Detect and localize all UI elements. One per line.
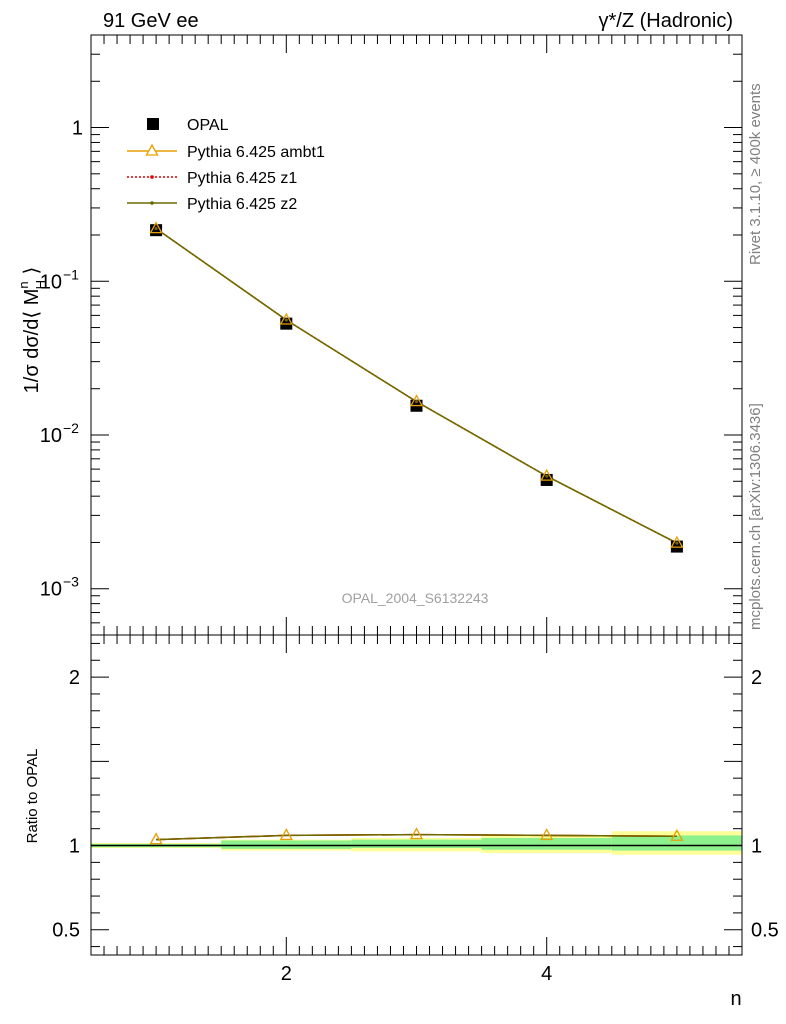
ratio-data-points bbox=[149, 827, 684, 845]
side-label-bottom: mcplots.cern.ch [arXiv:1306.3436] bbox=[747, 403, 764, 630]
ratio-y-tick-label-left: 2 bbox=[69, 667, 80, 689]
main-y-tick-labels: 110−110−210−3 bbox=[40, 118, 83, 601]
main-panel: 110−110−210−3 1/σ dσ/d⟨ Mn H ⟩ bbox=[16, 34, 743, 636]
legend-label: Pythia 6.425 ambt1 bbox=[187, 144, 325, 161]
ambt1-data-point bbox=[670, 535, 684, 548]
ratio-x-tick-label: 4 bbox=[541, 963, 552, 985]
ratio-y-tick-label-right: 0.5 bbox=[751, 920, 779, 942]
ratio-series-lines bbox=[156, 833, 677, 841]
series-line-pythia-6-425-ambt1 bbox=[155, 227, 678, 544]
ambt1-data-point bbox=[540, 468, 554, 481]
legend-marker-dot bbox=[150, 201, 154, 205]
legend-label: Pythia 6.425 z2 bbox=[187, 196, 297, 213]
main-axis-ticks bbox=[91, 34, 743, 636]
ambt1-data-point bbox=[149, 221, 163, 234]
header-left: 91 GeV ee bbox=[103, 10, 199, 32]
legend-label: OPAL bbox=[187, 117, 229, 134]
ratio-frame bbox=[90, 634, 743, 956]
main-y-tick-exponent: −1 bbox=[63, 266, 79, 282]
ratio-ambt1-point bbox=[149, 832, 163, 845]
header-right: γ*/Z (Hadronic) bbox=[599, 10, 733, 32]
main-y-tick-label: 10 bbox=[40, 271, 62, 293]
main-series-lines bbox=[155, 227, 678, 544]
ratio-y-tick-labels: 0.5 0.5 1 1 2 2 bbox=[52, 667, 779, 942]
ratio-ambt1-point bbox=[279, 828, 293, 841]
legend-marker-triangle bbox=[145, 143, 159, 156]
ratio-y-tick-label-left: 0.5 bbox=[52, 920, 80, 942]
legend-marker-dot bbox=[150, 175, 154, 179]
mc-data-point bbox=[284, 318, 288, 322]
ratio-band-green bbox=[221, 840, 352, 849]
ratio-ambt1-point bbox=[409, 827, 424, 840]
ratio-y-tick-label-right: 2 bbox=[751, 667, 762, 689]
ambt1-data-point bbox=[279, 312, 293, 325]
ratio-y-tick-label-left: 1 bbox=[69, 836, 80, 858]
ratio-band-green bbox=[611, 835, 742, 851]
ambt1-data-point bbox=[409, 394, 424, 407]
mc-data-point bbox=[545, 474, 549, 478]
mc-data-point bbox=[415, 400, 418, 404]
main-data-points bbox=[149, 221, 684, 553]
main-y-tick-label: 10 bbox=[40, 425, 62, 447]
ratio-uncertainty-bands bbox=[91, 831, 742, 855]
side-label-top: Rivet 3.1.10, ≥ 400k events bbox=[747, 83, 764, 265]
mc-data-point bbox=[675, 541, 679, 545]
ratio-line-pythia-6-425-z2 bbox=[156, 833, 677, 841]
ratio-band-green bbox=[351, 839, 482, 849]
main-y-tick-label: 10 bbox=[40, 579, 62, 601]
ratio-x-axis-label: n bbox=[730, 988, 741, 1010]
ratio-band-green bbox=[481, 837, 612, 850]
ratio-axis-ticks bbox=[91, 635, 743, 955]
mc-data-point bbox=[154, 227, 158, 231]
ratio-y-axis-label: Ratio to OPAL bbox=[24, 749, 41, 844]
legend: OPAL Pythia 6.425 ambt1 Pythia 6.425 z1 Pyt… bbox=[127, 117, 325, 213]
main-y-tick-label: 1 bbox=[72, 118, 83, 140]
legend-label: Pythia 6.425 z1 bbox=[187, 170, 297, 187]
main-y-axis-label: 1/σ dσ/d⟨ Mn H ⟩ bbox=[16, 267, 48, 394]
ratio-ambt1-point bbox=[670, 828, 684, 841]
legend-marker-opal bbox=[147, 118, 159, 130]
series-line-pythia-6-425-z2 bbox=[155, 227, 678, 544]
main-y-tick-exponent: −2 bbox=[63, 420, 79, 436]
main-y-tick-exponent: −3 bbox=[63, 574, 79, 590]
ratio-y-tick-label-right: 1 bbox=[751, 836, 762, 858]
ratio-ambt1-point bbox=[540, 828, 554, 841]
series-line-pythia-6-425-z1 bbox=[155, 227, 678, 544]
ratio-x-tick-label: 2 bbox=[281, 963, 292, 985]
analysis-watermark: OPAL_2004_S6132243 bbox=[342, 590, 489, 606]
